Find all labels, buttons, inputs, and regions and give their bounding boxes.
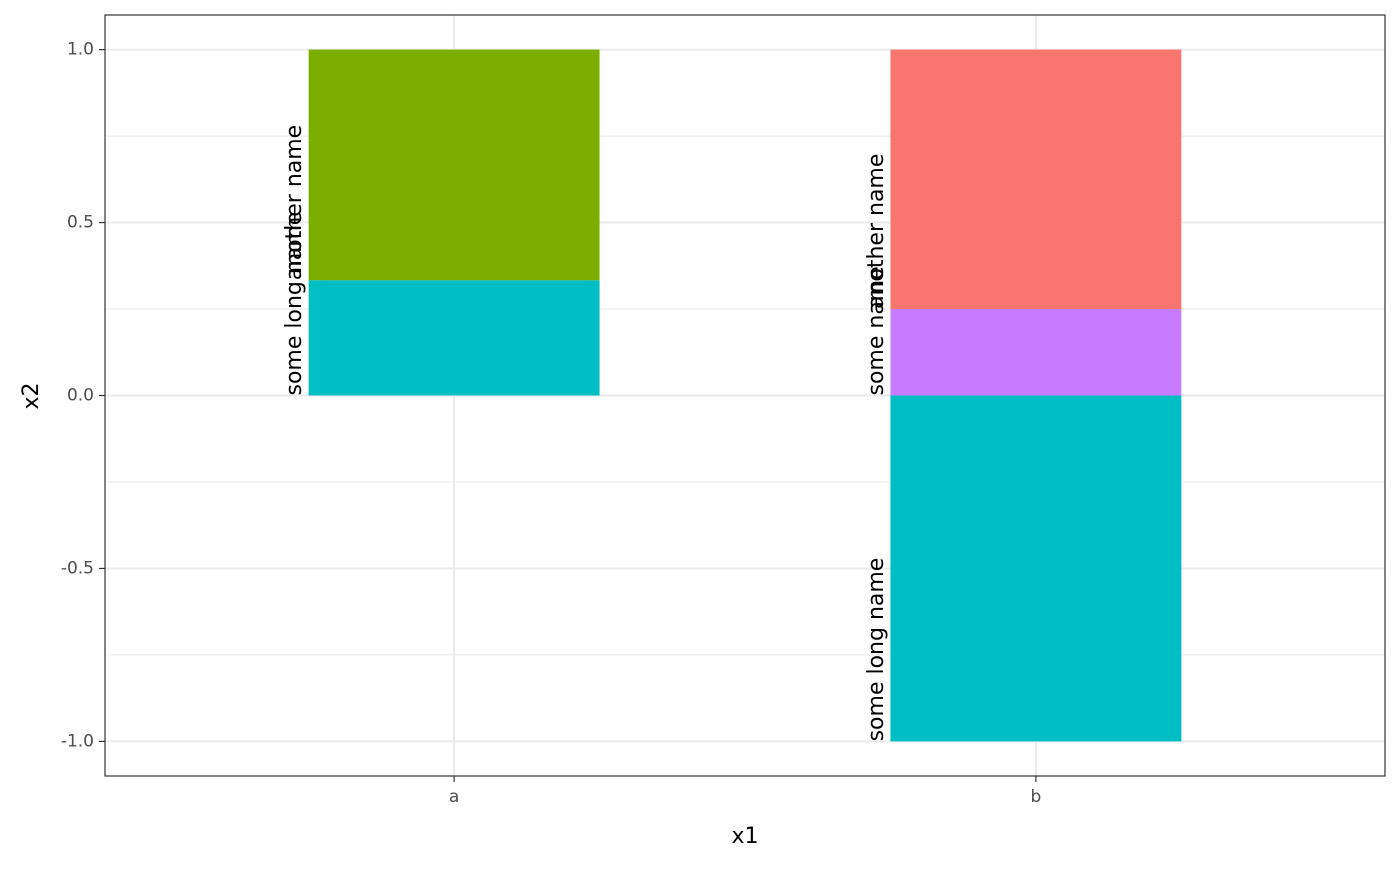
y-axis-title: x2 <box>19 382 44 409</box>
bar-label: another name <box>864 154 889 309</box>
x-axis-title: x1 <box>731 824 758 849</box>
bar-label: some name <box>864 266 889 395</box>
y-tick-label: 0.5 <box>67 213 94 233</box>
y-tick-label: -0.5 <box>61 558 94 578</box>
bar-segment <box>890 49 1182 310</box>
x-tick-label: b <box>1031 787 1042 807</box>
bar-label: some long name <box>282 212 307 396</box>
bar-label: some long name <box>864 558 889 742</box>
y-tick-label: 0.0 <box>67 386 94 406</box>
bar-segment <box>890 395 1182 742</box>
bar-segment <box>308 280 600 396</box>
bar-segment <box>890 309 1182 396</box>
y-tick-label: -1.0 <box>61 731 94 751</box>
bar-label: another name <box>282 125 307 280</box>
bar-segment <box>308 49 600 281</box>
y-axis: -1.0 -0.5 0.0 0.5 1.0 <box>61 40 105 751</box>
bars <box>308 49 1182 742</box>
y-tick-label: 1.0 <box>67 40 94 60</box>
x-tick-label: a <box>449 787 459 807</box>
